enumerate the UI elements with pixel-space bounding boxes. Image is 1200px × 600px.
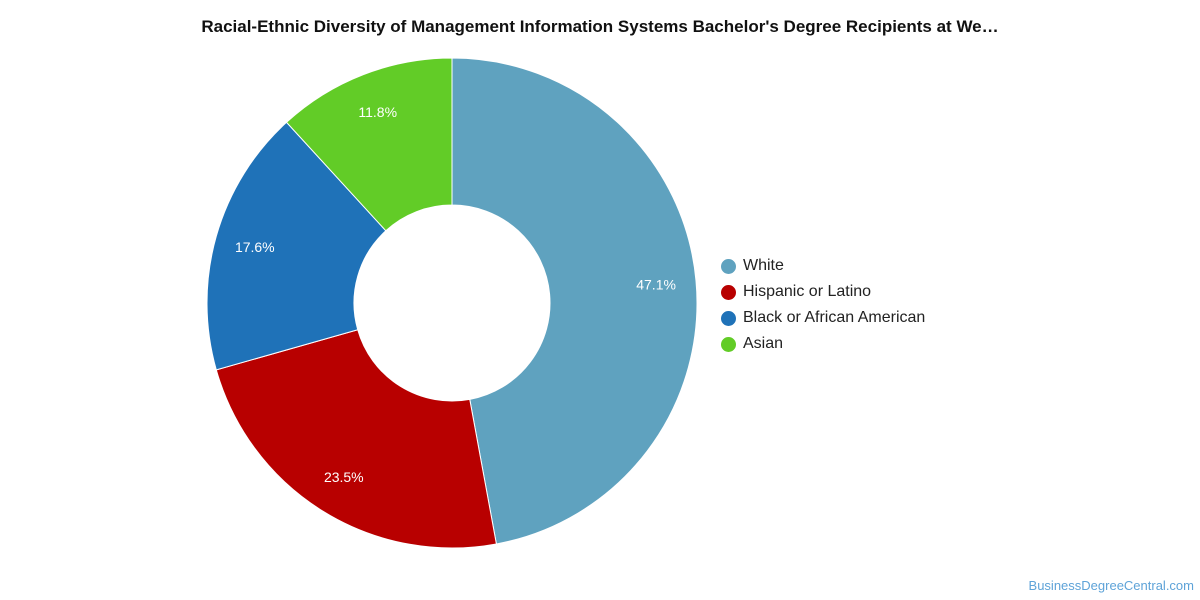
slice-asian[interactable] bbox=[285, 57, 453, 232]
legend-label: White bbox=[743, 257, 784, 274]
legend-item-asian[interactable]: Asian bbox=[721, 331, 925, 357]
slice-label-asian: 11.8% bbox=[358, 104, 397, 120]
legend-item-white[interactable]: White bbox=[721, 253, 925, 279]
legend-label: Asian bbox=[743, 335, 784, 352]
legend-label: Hispanic or Latino bbox=[743, 283, 872, 300]
slice-hispanic[interactable] bbox=[215, 329, 497, 549]
slice-label-hispanic: 23.5% bbox=[324, 469, 364, 485]
legend-item-hispanic[interactable]: Hispanic or Latino bbox=[721, 279, 925, 305]
chart-title: Racial-Ethnic Diversity of Management In… bbox=[201, 17, 999, 36]
legend-swatch bbox=[721, 336, 736, 352]
slice-label-black: 17.6% bbox=[235, 239, 275, 255]
slice-label-white: 47.1% bbox=[636, 276, 676, 292]
watermark[interactable]: BusinessDegreeCentral.com bbox=[1028, 578, 1194, 593]
slice-black[interactable] bbox=[206, 121, 387, 371]
legend-label: Black or African American bbox=[743, 309, 926, 326]
legend-swatch bbox=[721, 310, 736, 326]
legend-item-black[interactable]: Black or African American bbox=[721, 305, 925, 331]
slice-white[interactable] bbox=[451, 57, 698, 545]
legend: White Hispanic or Latino Black or African … bbox=[721, 253, 925, 357]
legend-swatch bbox=[721, 284, 736, 300]
legend-swatch bbox=[721, 258, 736, 274]
